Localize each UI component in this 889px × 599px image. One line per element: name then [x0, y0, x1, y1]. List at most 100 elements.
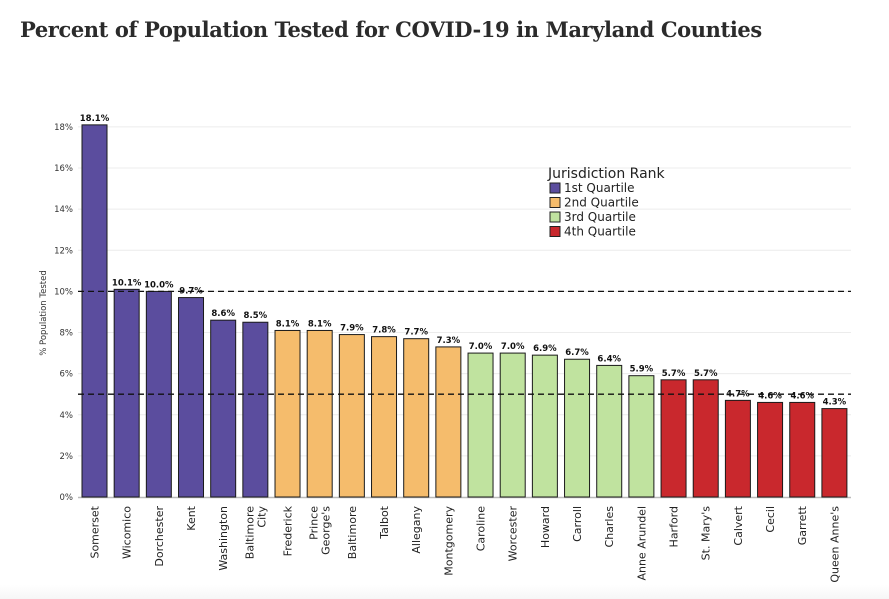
y-axis-ticks: 0% 2% 4% 6% 8% 10% 12% 14% 16% 18% [54, 123, 73, 503]
value-label: 10.1% [112, 278, 142, 288]
bar[interactable] [338, 334, 365, 498]
value-labels: 18.1% 10.1% 10.0% 9.7% 8.6% 8.5% 8.1% 8.1% 7.9% 7… [80, 114, 847, 408]
x-tick-label-line: Caroline [475, 506, 488, 552]
x-tick-label: Queen Anne's [828, 506, 841, 583]
value-label: 9.7% [179, 287, 203, 297]
x-tick-label: Baltimore [346, 506, 359, 559]
x-tick-label: Wicomico [121, 506, 134, 559]
value-label: 8.5% [244, 311, 268, 321]
value-label: 8.1% [308, 319, 332, 329]
x-axis-ticks: Somerset Wicomico Dorchester Kent Washington… [89, 505, 842, 582]
bar[interactable] [692, 379, 719, 498]
legend-swatch [549, 182, 561, 194]
x-tick-label: Prince George's [308, 506, 333, 555]
x-tick-label-line: Prince [308, 506, 321, 540]
x-tick-label-line: Frederick [282, 505, 295, 556]
y-tick-label: 6% [60, 370, 74, 380]
value-label: 8.1% [276, 319, 300, 329]
value-label: 7.9% [340, 324, 364, 334]
x-tick-label-line: Charles [603, 506, 616, 548]
bar[interactable] [724, 399, 751, 498]
bar[interactable] [467, 352, 494, 498]
x-tick-label-line: Kent [185, 505, 198, 530]
legend-label: 3rd Quartile [564, 210, 636, 224]
x-tick-label-line: Talbot [378, 505, 391, 539]
x-tick-label: Harford [668, 506, 681, 547]
legend-label: 2nd Quartile [564, 196, 639, 210]
bar[interactable] [757, 401, 784, 498]
value-label: 4.7% [726, 389, 750, 399]
legend-swatch [549, 226, 561, 237]
x-tick-label: Frederick [282, 505, 295, 556]
bar[interactable] [789, 401, 816, 498]
value-label: 5.7% [662, 369, 686, 379]
value-label: 6.7% [565, 348, 589, 358]
x-tick-label: Howard [539, 506, 552, 548]
x-tick-label-line: Worcester [507, 506, 520, 562]
bar[interactable] [242, 321, 269, 498]
x-tick-label: Calvert [732, 505, 745, 545]
x-tick-label-line: George's [320, 506, 333, 555]
bar[interactable] [178, 297, 205, 498]
x-tick-label-line: Allegany [410, 506, 423, 554]
legend-label: 1st Quartile [564, 181, 635, 195]
bar[interactable] [531, 354, 558, 498]
bar[interactable] [660, 379, 687, 498]
x-tick-label: Baltimore City [243, 506, 268, 560]
x-tick-label-line: City [255, 506, 268, 528]
x-tick-label-line: Baltimore [346, 506, 359, 559]
bar[interactable] [435, 346, 462, 498]
x-tick-label: Garrett [796, 505, 809, 545]
x-tick-label-line: Carroll [571, 506, 584, 542]
bar[interactable] [113, 288, 140, 498]
bar[interactable] [499, 352, 526, 498]
bar[interactable] [564, 358, 591, 498]
x-tick-label-line: Garrett [796, 505, 809, 545]
legend-swatch [549, 197, 561, 208]
value-label: 7.0% [469, 342, 493, 352]
x-tick-label-line: Queen Anne's [828, 506, 841, 583]
y-tick-label: 4% [60, 411, 74, 421]
bar[interactable] [210, 319, 237, 498]
x-tick-label-line: Anne Arundel [635, 506, 648, 581]
x-tick-label-line: Harford [668, 506, 681, 547]
value-label: 5.7% [694, 369, 718, 379]
bar[interactable] [81, 124, 108, 498]
y-tick-label: 18% [54, 123, 73, 133]
bars [81, 124, 848, 498]
value-label: 8.6% [211, 309, 235, 319]
x-tick-label: Cecil [764, 506, 777, 533]
value-label: 7.7% [404, 328, 428, 338]
bar[interactable] [274, 329, 301, 498]
bar[interactable] [306, 329, 333, 498]
legend-label: 4th Quartile [564, 225, 636, 239]
y-tick-label: 8% [60, 329, 74, 339]
value-label: 5.9% [630, 365, 654, 375]
bar[interactable] [371, 336, 398, 498]
bar[interactable] [821, 408, 848, 498]
x-tick-label: Dorchester [153, 506, 166, 567]
x-tick-label-line: Howard [539, 506, 552, 548]
y-tick-label: 10% [54, 287, 73, 297]
value-label: 4.3% [823, 398, 847, 408]
x-tick-label: St. Mary's [700, 506, 713, 561]
bar[interactable] [403, 338, 430, 498]
bottom-fade [0, 585, 889, 599]
reference-lines [78, 290, 851, 395]
y-tick-label: 2% [60, 452, 74, 462]
x-tick-label: Anne Arundel [635, 506, 648, 581]
bar[interactable] [596, 364, 623, 498]
value-label: 6.9% [533, 344, 557, 354]
gridlines [78, 126, 851, 499]
value-label: 10.0% [144, 280, 174, 290]
x-tick-label-line: Cecil [764, 506, 777, 533]
y-tick-label: 12% [54, 246, 73, 256]
x-tick-label-line: Wicomico [121, 506, 134, 559]
bar[interactable] [628, 375, 655, 498]
value-label: 18.1% [80, 114, 110, 124]
x-tick-label: Worcester [507, 506, 520, 562]
x-tick-label: Washington [217, 506, 230, 571]
y-tick-label: 0% [60, 493, 74, 503]
